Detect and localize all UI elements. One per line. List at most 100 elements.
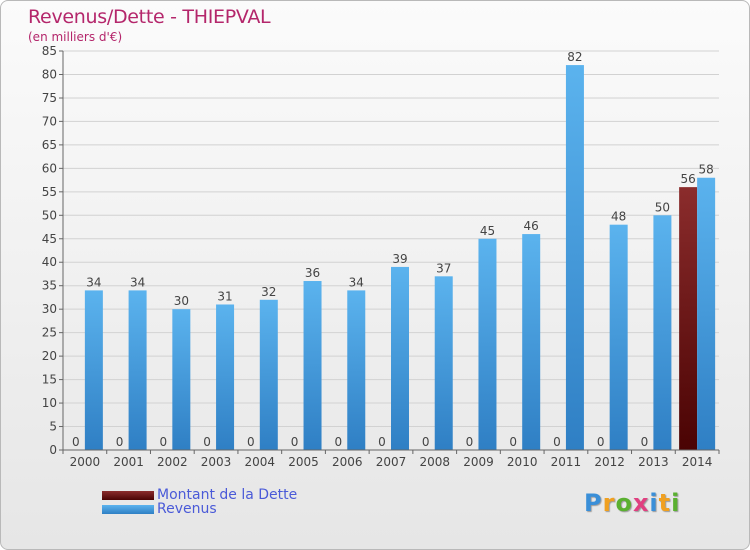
logo-letter: t	[658, 489, 672, 517]
y-tick-label: 15	[42, 373, 57, 387]
y-tick-label: 65	[42, 138, 57, 152]
y-tick-label: 10	[42, 396, 57, 410]
data-label-dette-2002: 0	[160, 435, 168, 449]
bar-revenus-2000	[84, 290, 103, 450]
data-label-dette-2005: 0	[291, 435, 299, 449]
x-tick-label: 2009	[463, 455, 494, 469]
legend-swatch-revenus	[102, 504, 154, 514]
logo-letter: o	[615, 489, 633, 517]
data-label-dette-2008: 0	[422, 435, 430, 449]
legend-item-revenus: Revenus	[102, 501, 217, 517]
bar-revenus-2004	[259, 299, 278, 450]
data-label-dette-2013: 0	[641, 435, 649, 449]
y-tick-label: 80	[42, 67, 57, 81]
chart-title: Revenus/Dette - THIEPVAL	[28, 6, 271, 28]
y-tick-label: 75	[42, 91, 57, 105]
y-tick-label: 35	[42, 279, 57, 293]
logo-letter: r	[602, 489, 616, 517]
proxiti-logo: Proxiti	[584, 489, 680, 517]
data-label-revenus-2008: 37	[436, 261, 451, 275]
legend-item-dette: Montant de la Dette	[102, 487, 298, 503]
bar-revenus-2009	[478, 238, 497, 450]
bar-revenus-2005	[303, 281, 322, 450]
y-axis-ticks: 0 5 10 15 20 25 30 35 40 45 50 55 60 65 70 75 80 85	[42, 44, 63, 457]
logo-letter: i	[649, 489, 659, 517]
data-label-revenus-2013: 50	[655, 200, 670, 214]
y-tick-label: 50	[42, 208, 57, 222]
logo-letter: P	[584, 489, 603, 517]
y-tick-label: 25	[42, 326, 57, 340]
data-label-revenus-2012: 48	[611, 210, 626, 224]
x-tick-label: 2006	[332, 455, 363, 469]
bar-revenus-2011	[565, 65, 584, 451]
data-labels: 0 34 0 34 0 30 0 31 0 32 0 36 0 34 0 39 0 37 0 45 0 46 0 82 0 48 0…	[72, 50, 714, 449]
data-label-revenus-2009: 45	[480, 224, 495, 238]
data-label-dette-2000: 0	[72, 435, 80, 449]
data-label-revenus-2003: 31	[217, 289, 232, 303]
x-tick-label: 2008	[419, 455, 450, 469]
data-label-revenus-2001: 34	[130, 275, 145, 289]
bar-dette-2014	[679, 187, 698, 451]
x-tick-label: 2003	[201, 455, 232, 469]
y-tick-label: 85	[42, 44, 57, 58]
data-label-dette-2012: 0	[597, 435, 605, 449]
bar-revenus-2012	[609, 224, 628, 450]
data-label-revenus-2014: 58	[698, 163, 713, 177]
x-axis-ticks: 2000 2001 2002 2003 2004 2005 2006 2007 2008 2009…	[62, 450, 720, 469]
x-tick-label: 2010	[507, 455, 538, 469]
data-label-revenus-2010: 46	[524, 219, 539, 233]
x-tick-label: 2000	[70, 455, 101, 469]
y-tick-label: 45	[42, 232, 57, 246]
bar-revenus-2001	[128, 290, 147, 450]
x-tick-label: 2002	[157, 455, 188, 469]
data-label-revenus-2002: 30	[174, 294, 189, 308]
legend-label-revenus: Revenus	[157, 501, 217, 517]
x-tick-label: 2005	[288, 455, 319, 469]
data-label-dette-2004: 0	[247, 435, 255, 449]
y-tick-label: 30	[42, 302, 57, 316]
bars	[84, 65, 716, 451]
legend-swatch-dette	[102, 490, 154, 500]
x-tick-label: 2004	[245, 455, 276, 469]
logo-letter: i	[671, 489, 681, 517]
bar-revenus-2014	[697, 177, 716, 450]
data-label-dette-2007: 0	[378, 435, 386, 449]
y-tick-label: 40	[42, 255, 57, 269]
x-tick-label: 2012	[594, 455, 625, 469]
y-tick-label: 5	[49, 420, 57, 434]
x-tick-label: 2001	[113, 455, 144, 469]
chart-subtitle: (en milliers d'€)	[28, 30, 123, 44]
data-label-revenus-2007: 39	[392, 252, 407, 266]
data-label-revenus-2006: 34	[349, 275, 364, 289]
x-tick-label: 2014	[682, 455, 713, 469]
bar-revenus-2010	[522, 234, 541, 450]
data-label-revenus-2011: 82	[567, 50, 582, 64]
data-label-revenus-2004: 32	[261, 285, 276, 299]
y-tick-label: 60	[42, 161, 57, 175]
x-tick-label: 2007	[376, 455, 407, 469]
y-tick-label: 0	[49, 443, 57, 457]
y-tick-label: 70	[42, 114, 57, 128]
y-tick-label: 55	[42, 185, 57, 199]
data-label-revenus-2000: 34	[86, 275, 101, 289]
data-label-dette-2006: 0	[334, 435, 342, 449]
data-label-dette-2009: 0	[466, 435, 474, 449]
bar-revenus-2002	[172, 309, 191, 450]
logo-letter: x	[632, 489, 650, 517]
bar-revenus-2006	[347, 290, 366, 450]
data-label-dette-2011: 0	[553, 435, 561, 449]
bar-revenus-2003	[216, 304, 235, 450]
x-tick-label: 2013	[638, 455, 669, 469]
legend-label-dette: Montant de la Dette	[157, 487, 298, 503]
data-label-dette-2003: 0	[203, 435, 211, 449]
data-label-dette-2010: 0	[509, 435, 517, 449]
x-tick-label: 2011	[551, 455, 582, 469]
data-label-revenus-2005: 36	[305, 266, 320, 280]
bar-revenus-2007	[391, 266, 409, 450]
bar-revenus-2008	[434, 276, 453, 450]
y-tick-label: 20	[42, 349, 57, 363]
data-label-dette-2001: 0	[116, 435, 124, 449]
bar-revenus-2013	[653, 215, 672, 450]
